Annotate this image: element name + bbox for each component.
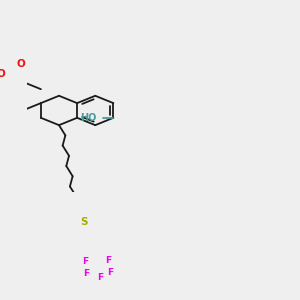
Text: O: O (0, 69, 5, 79)
Text: F: F (83, 269, 89, 278)
Text: HO: HO (80, 113, 96, 123)
Text: F: F (82, 257, 88, 266)
Text: F: F (97, 273, 103, 282)
Text: S: S (80, 217, 87, 227)
Text: F: F (105, 256, 111, 265)
Text: F: F (107, 268, 113, 277)
Text: O: O (16, 59, 25, 69)
